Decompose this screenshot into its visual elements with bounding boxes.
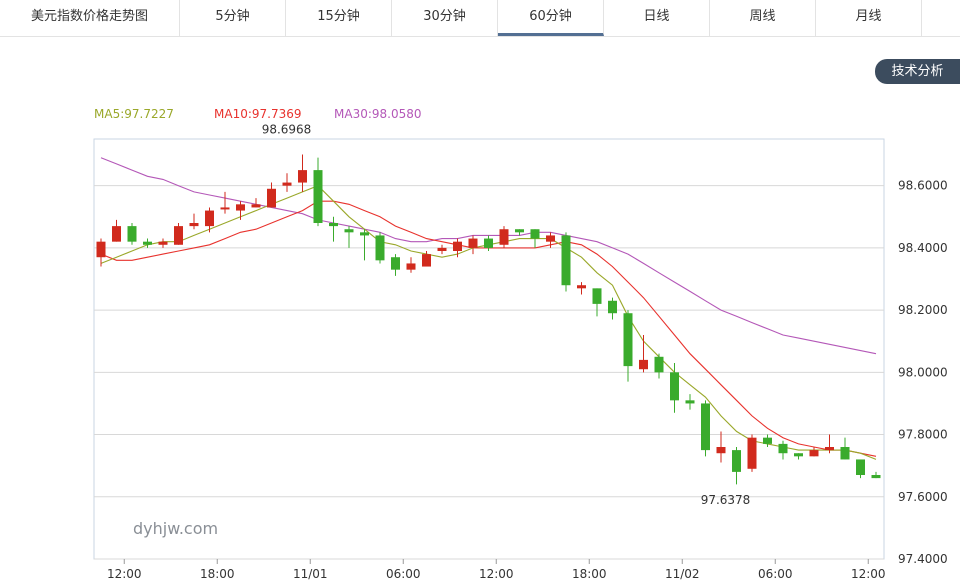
chart-title-tab: 美元指数价格走势图: [0, 0, 180, 36]
candle-body: [825, 447, 834, 451]
candle-body: [298, 170, 307, 183]
x-tick-label: 06:00: [386, 567, 421, 580]
y-tick-label: 98.2000: [898, 303, 948, 317]
candle-body: [778, 443, 788, 454]
technical-analysis-button[interactable]: 技术分析: [875, 59, 960, 84]
candle-body: [143, 241, 152, 245]
candle-body: [546, 235, 555, 242]
ma30-line: [100, 157, 877, 355]
ma10-label: MA10:97.7369: [214, 107, 302, 121]
x-tick-label: 18:00: [200, 567, 235, 580]
candle-body: [747, 437, 757, 469]
candle-body: [608, 300, 617, 314]
x-tick-label: 12:00: [479, 567, 514, 580]
candle-body: [375, 235, 385, 261]
period-tab-bar: 美元指数价格走势图 5分钟 15分钟 30分钟 60分钟 日线 周线 月线: [0, 0, 960, 37]
x-tick-label: 06:00: [758, 567, 793, 580]
tab-30min[interactable]: 30分钟: [392, 0, 498, 36]
min-price-label: 97.6378: [701, 493, 751, 507]
ma5-label: MA5:97.7227: [94, 107, 174, 121]
candle-body: [267, 188, 276, 208]
tab-monthly[interactable]: 月线: [816, 0, 922, 36]
candle-body: [654, 356, 664, 373]
candle-body: [344, 229, 354, 233]
x-tick-label: 12:00: [107, 567, 142, 580]
candle-body: [856, 459, 865, 475]
candle-body: [127, 226, 137, 242]
candle-body: [685, 400, 695, 404]
candle-body: [716, 447, 726, 454]
candle-body: [329, 223, 338, 227]
candle-body: [670, 372, 679, 401]
tab-60min[interactable]: 60分钟: [498, 0, 604, 36]
candle-body: [189, 223, 199, 227]
y-tick-label: 98.6000: [898, 179, 948, 193]
candle-body: [701, 403, 710, 451]
y-tick-label: 98.0000: [898, 365, 948, 379]
candle-body: [794, 453, 803, 457]
candle-body: [437, 247, 447, 251]
candle-body: [732, 450, 741, 472]
candle-body: [236, 204, 245, 211]
tab-weekly[interactable]: 周线: [710, 0, 816, 36]
candle-body: [809, 450, 819, 457]
candle-body: [158, 241, 168, 245]
max-price-label: 98.6968: [262, 123, 312, 137]
tab-daily[interactable]: 日线: [604, 0, 710, 36]
candle-body: [871, 475, 881, 479]
candle-body: [112, 226, 121, 242]
candle-body: [205, 210, 214, 227]
tab-5min[interactable]: 5分钟: [180, 0, 286, 36]
candle-body: [577, 285, 586, 289]
ma30-label: MA30:98.0580: [334, 107, 422, 121]
candle-body: [406, 263, 416, 270]
x-tick-label: 11/01: [293, 567, 328, 580]
candle-body: [623, 313, 633, 367]
candle-body: [515, 229, 524, 233]
candle-body: [639, 359, 648, 370]
candle-body: [313, 170, 323, 223]
candle-body: [468, 238, 478, 248]
candle-body: [561, 235, 571, 286]
candle-body: [763, 437, 772, 444]
candle-body: [484, 238, 493, 248]
watermark: dyhjw.com: [133, 519, 218, 538]
ma5-line: [100, 185, 877, 460]
candle-body: [220, 207, 230, 210]
candle-body: [840, 447, 850, 460]
y-tick-label: 97.8000: [898, 428, 948, 442]
candle-body: [251, 204, 261, 208]
y-tick-label: 97.6000: [898, 490, 948, 504]
candle-body: [96, 241, 106, 258]
x-tick-label: 18:00: [572, 567, 607, 580]
candle-body: [592, 288, 602, 304]
y-tick-label: 98.4000: [898, 241, 948, 255]
candle-body: [453, 241, 462, 251]
x-tick-label: 12:00: [851, 567, 886, 580]
candle-body: [530, 229, 540, 239]
x-tick-label: 11/02: [665, 567, 700, 580]
candle-body: [174, 226, 183, 245]
candle-body: [282, 182, 292, 186]
plot-border: [93, 138, 885, 560]
candle-body: [499, 229, 509, 245]
tab-15min[interactable]: 15分钟: [286, 0, 392, 36]
y-tick-label: 97.4000: [898, 552, 948, 566]
candle-body: [360, 232, 369, 236]
candle-body: [391, 257, 400, 270]
candle-body: [422, 254, 431, 267]
